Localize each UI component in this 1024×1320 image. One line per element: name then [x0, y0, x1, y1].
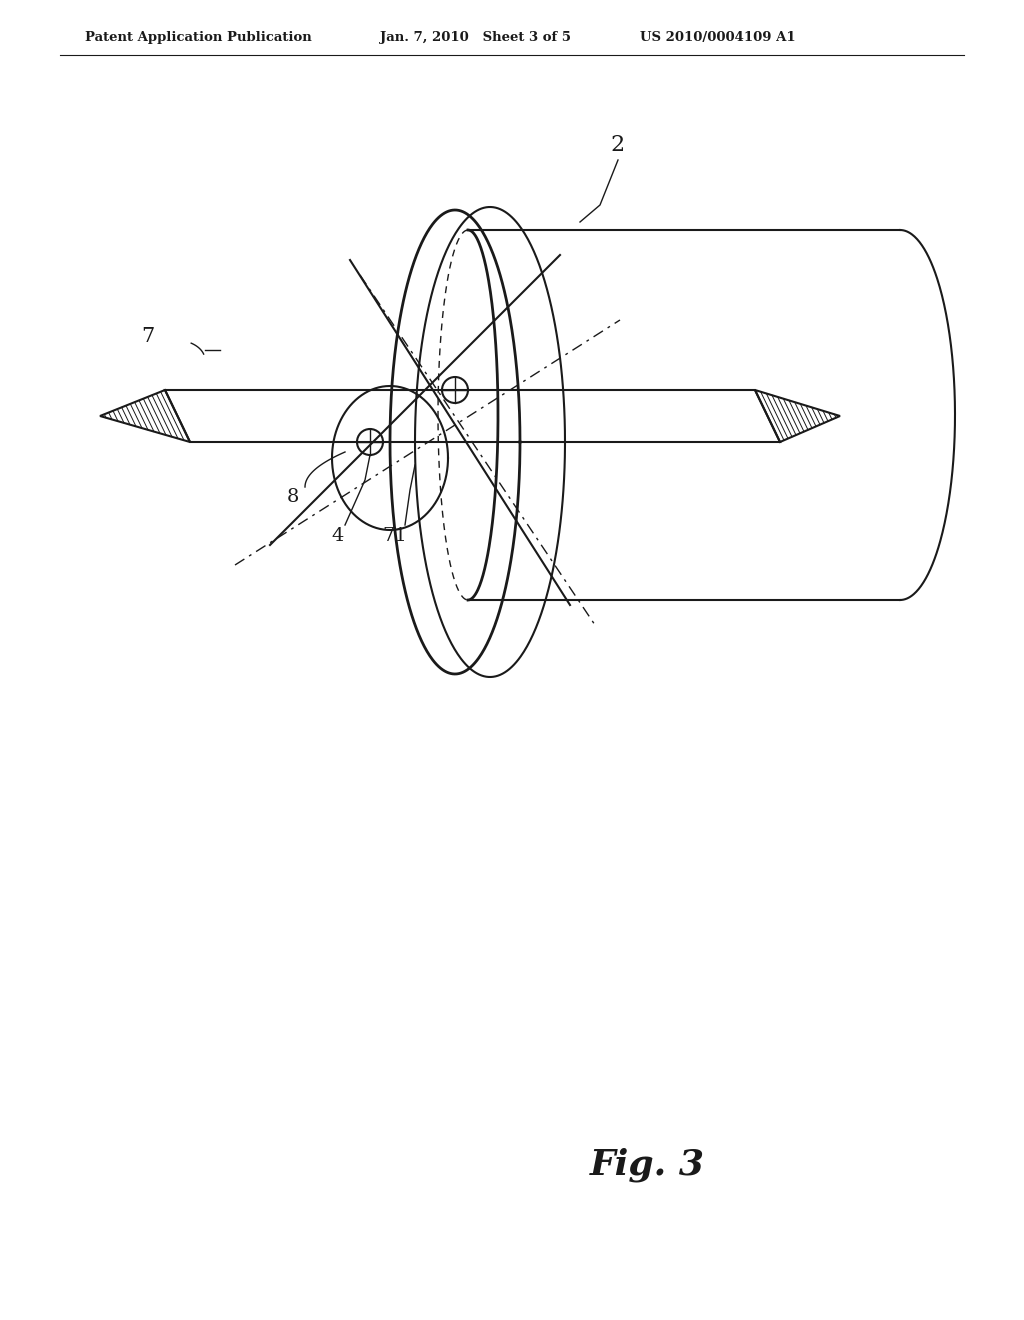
Text: Jan. 7, 2010   Sheet 3 of 5: Jan. 7, 2010 Sheet 3 of 5	[380, 32, 571, 45]
Text: 4: 4	[332, 527, 344, 545]
Text: 71: 71	[383, 527, 408, 545]
Text: Patent Application Publication: Patent Application Publication	[85, 32, 311, 45]
Text: 2: 2	[611, 135, 625, 156]
Text: 8: 8	[287, 488, 299, 506]
Text: Fig. 3: Fig. 3	[590, 1148, 705, 1183]
Text: 7: 7	[141, 327, 155, 346]
Text: US 2010/0004109 A1: US 2010/0004109 A1	[640, 32, 796, 45]
